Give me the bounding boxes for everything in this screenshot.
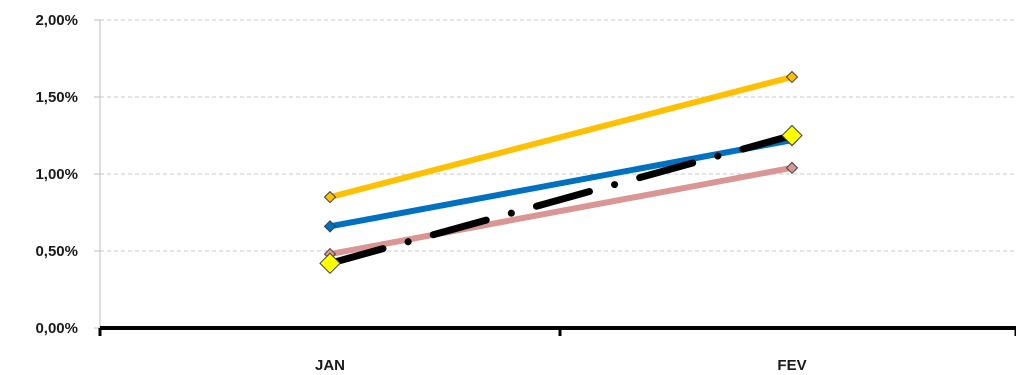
y-axis-ticks: 0,00% 0,50% 1,00% 1,50% 2,00% <box>35 12 100 337</box>
series-marker-0 <box>323 190 337 204</box>
series-line-3 <box>326 132 796 267</box>
series-line-0 <box>329 74 793 201</box>
x-axis-ticks: JAN FEV <box>98 328 1016 374</box>
y-tick-label: 1,50% <box>35 89 78 106</box>
series-marker-2 <box>785 161 799 175</box>
series-marker-0 <box>785 70 799 84</box>
series-marker-3 <box>781 124 803 147</box>
series-group <box>319 70 803 275</box>
y-tick-label: 2,00% <box>35 12 78 29</box>
series-marker-1 <box>323 220 337 233</box>
y-tick-label: 0,50% <box>35 243 78 260</box>
y-tick-label: 1,00% <box>35 166 78 183</box>
y-tick-label: 0,00% <box>35 320 78 337</box>
x-tick-label: FEV <box>777 357 806 374</box>
series-marker-3 <box>319 252 341 275</box>
x-tick-label: JAN <box>315 357 345 374</box>
grid-lines <box>100 19 1016 252</box>
